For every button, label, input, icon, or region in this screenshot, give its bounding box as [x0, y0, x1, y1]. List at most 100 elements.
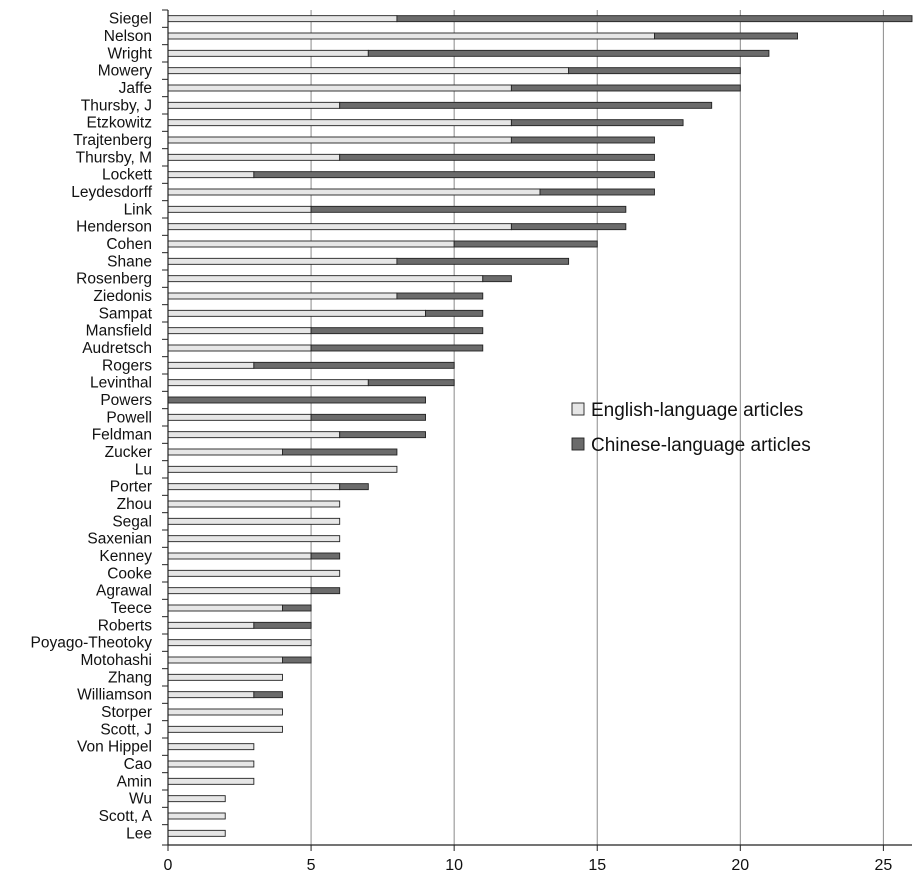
bar-chinese-12	[510, 223, 627, 231]
x-tick-label: 0	[164, 857, 173, 874]
category-label: Shane	[107, 253, 152, 270]
bar-english-1	[167, 32, 655, 40]
category-label: Lee	[126, 825, 152, 842]
bar-chinese-6	[510, 119, 684, 127]
bar-english-17	[167, 309, 426, 317]
category-label: Lu	[135, 461, 152, 478]
bar-english-29	[167, 517, 341, 525]
bar-english-30	[167, 535, 341, 543]
category-label: Storper	[101, 704, 152, 721]
category-label: Henderson	[76, 219, 152, 236]
category-label: Trajtenberg	[73, 132, 152, 149]
bar-english-4	[167, 84, 512, 92]
category-label: Zucker	[105, 444, 152, 461]
bar-chinese-3	[568, 67, 741, 75]
legend-swatch-chinese	[571, 437, 585, 451]
bar-english-42	[167, 743, 255, 751]
category-label: Zhang	[108, 669, 152, 686]
x-tick-label: 15	[588, 857, 606, 874]
bar-chinese-10	[539, 188, 655, 196]
category-label: Powers	[100, 392, 152, 409]
bar-english-32	[167, 569, 341, 577]
bar-english-8	[167, 153, 341, 161]
bar-chinese-21	[367, 379, 455, 387]
legend-label-chinese: Chinese-language articles	[591, 435, 811, 456]
bar-chinese-2	[367, 49, 770, 57]
category-label: Jaffe	[119, 80, 152, 97]
bar-chinese-37	[282, 656, 312, 664]
category-label: Wu	[129, 791, 152, 808]
bar-chinese-17	[425, 309, 484, 317]
bar-chinese-24	[339, 431, 426, 439]
category-label: Scott, J	[100, 721, 152, 738]
bar-chinese-27	[339, 483, 369, 491]
category-label: Wright	[107, 45, 152, 62]
bar-english-7	[167, 136, 512, 144]
bar-english-28	[167, 500, 341, 508]
category-label: Cooke	[107, 565, 152, 582]
bar-chinese-33	[310, 587, 341, 595]
bar-english-5	[167, 101, 341, 109]
category-label: Teece	[111, 600, 152, 617]
category-label: Agrawal	[96, 583, 152, 600]
bar-chinese-31	[310, 552, 341, 560]
bar-english-0	[167, 15, 398, 23]
category-label: Zhou	[117, 496, 152, 513]
bar-chinese-9	[253, 171, 655, 179]
bar-chinese-15	[482, 275, 512, 283]
category-label: Motohashi	[80, 652, 152, 669]
bar-english-40	[167, 708, 283, 716]
category-label: Roberts	[98, 617, 153, 634]
x-tick-label: 25	[874, 857, 892, 874]
bar-english-35	[167, 621, 255, 629]
category-label: Scott, A	[99, 808, 153, 825]
bar-chinese-39	[253, 691, 283, 699]
bar-chinese-16	[396, 292, 484, 300]
bar-chinese-14	[396, 257, 570, 265]
category-label: Nelson	[104, 28, 152, 45]
category-label: Feldman	[92, 427, 152, 444]
category-label: Siegel	[109, 11, 152, 28]
category-label: Etzkowitz	[87, 115, 152, 132]
x-tick-label: 20	[731, 857, 749, 874]
bar-english-12	[167, 223, 512, 231]
bar-english-20	[167, 361, 255, 369]
legend: English-language articles Chinese-languag…	[571, 400, 811, 456]
category-label: Ziedonis	[93, 288, 152, 305]
bar-english-46	[167, 812, 226, 820]
bar-chinese-0	[396, 15, 913, 23]
bar-english-44	[167, 777, 255, 785]
category-label: Link	[124, 201, 153, 218]
bar-chinese-19	[310, 344, 484, 352]
bar-english-31	[167, 552, 312, 560]
bar-english-37	[167, 656, 283, 664]
bar-chinese-7	[510, 136, 655, 144]
category-label: Levinthal	[90, 375, 152, 392]
category-label: Von Hippel	[77, 739, 152, 756]
category-label: Williamson	[77, 687, 152, 704]
bar-english-39	[167, 691, 255, 699]
bar-english-47	[167, 829, 226, 837]
legend-swatch-english	[571, 402, 585, 416]
category-label: Cao	[124, 756, 152, 773]
bar-english-41	[167, 725, 283, 733]
bar-english-21	[167, 379, 369, 387]
bar-english-34	[167, 604, 283, 612]
category-label: Kenney	[99, 548, 152, 565]
bar-english-38	[167, 673, 283, 681]
grid-layer	[310, 10, 884, 845]
bar-chinese-35	[253, 621, 312, 629]
category-label: Saxenian	[87, 531, 152, 548]
category-label: Thursby, J	[81, 97, 152, 114]
legend-label-english: English-language articles	[591, 400, 803, 421]
category-label: Porter	[110, 479, 152, 496]
x-tick-label: 10	[445, 857, 463, 874]
category-label: Segal	[112, 513, 152, 530]
bar-english-3	[167, 67, 570, 75]
bar-english-11	[167, 205, 312, 213]
bar-english-45	[167, 795, 226, 803]
bar-english-24	[167, 431, 341, 439]
